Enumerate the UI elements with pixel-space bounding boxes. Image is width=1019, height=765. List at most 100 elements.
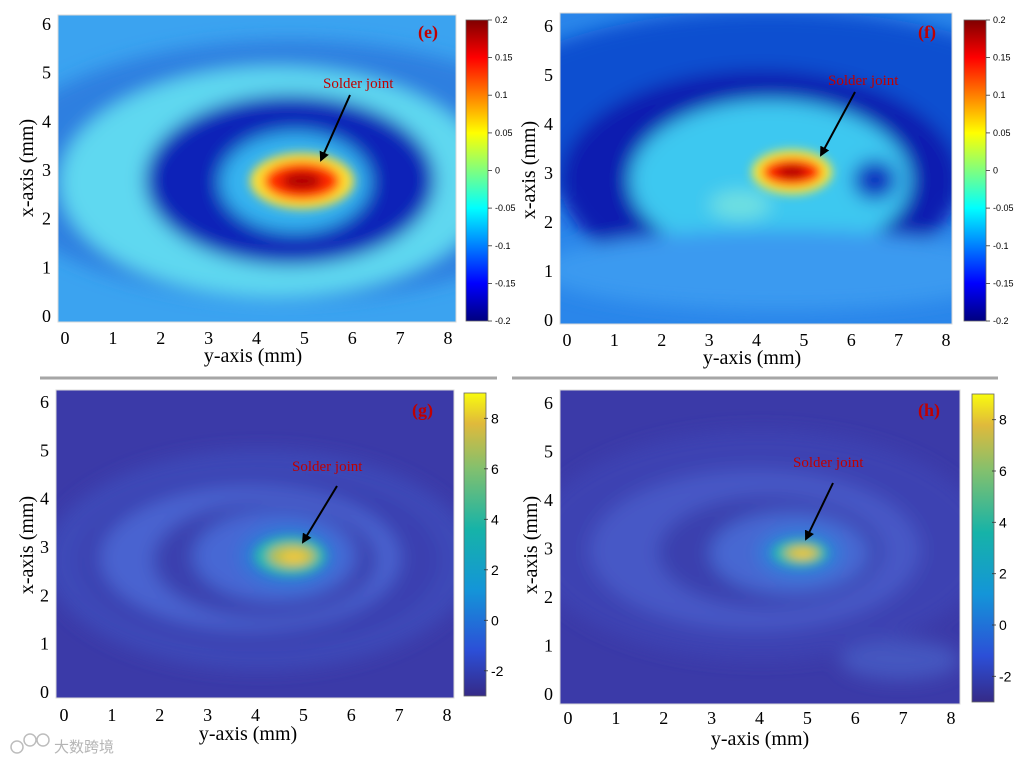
panel-e-ytick: 2	[42, 209, 51, 229]
panel-h-xtick: 2	[659, 708, 668, 728]
panel-h-xtick: 6	[851, 708, 860, 728]
panel-h-arrow	[804, 482, 834, 541]
panel-f-colorbar-tick: -0.2	[993, 316, 1009, 326]
panel-h-colorbar-tick: -2	[999, 668, 1012, 684]
panel-e-ytick: 3	[42, 160, 51, 180]
panel-f-xtick: 3	[705, 330, 714, 350]
panel-h-xtick: 0	[564, 708, 573, 728]
panel-f-ytick: 0	[544, 310, 553, 330]
panel-h-ytick: 2	[544, 587, 553, 607]
panel-f-ytick: 1	[544, 261, 553, 281]
panel-g-ytick: 0	[40, 682, 49, 702]
panel-f-colorbar-tick: -0.1	[993, 241, 1009, 251]
panel-e-xtick: 1	[108, 328, 117, 348]
panel-g-label: (g)	[412, 400, 433, 421]
panel-e-xtick: 0	[61, 328, 70, 348]
panel-f-colorbar-tick: -0.05	[993, 203, 1014, 213]
panel-g-xlabel: y-axis (mm)	[199, 723, 297, 745]
panel-g-xtick: 6	[347, 705, 356, 725]
panel-f-xtick: 0	[563, 330, 572, 350]
panel-h-colorbar: 8 6 4 2 0 -2	[971, 393, 1012, 703]
panel-e-ytick: 1	[42, 257, 51, 277]
watermark-text: 大数跨境	[54, 738, 114, 756]
panel-h-heatmap	[560, 390, 960, 704]
panel-e-xtick: 5	[300, 328, 309, 348]
panel-e-arrow	[319, 94, 351, 162]
panel-e-colorbar-tick: 0.2	[495, 15, 508, 25]
panel-g-ylabel: x-axis (mm)	[16, 496, 38, 594]
panel-e-xtick: 8	[444, 328, 453, 348]
panel-f-ytick: 5	[544, 65, 553, 85]
panel-f-ytick: 3	[544, 163, 553, 183]
panel-e-xlabel: y-axis (mm)	[204, 345, 302, 367]
panel-e-ytick: 6	[42, 14, 51, 34]
panel-f-xtick: 6	[847, 330, 856, 350]
panel-h-ytick: 3	[544, 539, 553, 559]
panel-g-ytick: 6	[40, 392, 49, 412]
panel-e-ytick: 4	[42, 111, 51, 131]
panel-f-yticks: 0 1 2 3 4 5 6	[544, 16, 553, 330]
panel-e-colorbar-tick: 0.05	[495, 128, 513, 138]
panel-e: 0 1 2 3 4 5 6 0 1 2 3 4 5 6 7 8 y-axis (mm) x-axis (mm…	[16, 14, 516, 367]
panel-h-colorbar-tick: 8	[999, 412, 1007, 428]
panel-g-xtick: 4	[251, 705, 260, 725]
panel-g-arrow	[301, 485, 338, 544]
panel-g: 0 1 2 3 4 5 6 0 1 2 3 4 5 6 7 8 y-axis (mm) x-axis (mm…	[16, 389, 504, 745]
panel-h-annotation: Solder joint	[793, 455, 864, 471]
panel-g-colorbar-tick: 8	[491, 410, 499, 426]
panel-e-xtick: 4	[252, 328, 261, 348]
panel-e-ytick: 0	[42, 306, 51, 326]
panel-e-colorbar: 0.2 0.15 0.1 0.05 0 -0.05 -0.1 -0.15 -0.2	[465, 15, 516, 326]
panel-g-colorbar-tick: -2	[491, 663, 504, 679]
panel-h-xtick: 8	[947, 708, 956, 728]
panel-f-xtick: 4	[752, 330, 761, 350]
panel-h-xtick: 4	[755, 708, 764, 728]
panel-e-colorbar-tick: 0.1	[495, 90, 508, 100]
panel-e-label: (e)	[418, 22, 438, 43]
panel-f-xtick: 2	[657, 330, 666, 350]
panel-h-xtick: 5	[803, 708, 812, 728]
panel-g-ytick: 4	[40, 489, 49, 509]
panel-e-ylabel: x-axis (mm)	[16, 119, 38, 217]
panel-h-xlabel: y-axis (mm)	[711, 728, 809, 750]
panel-h-xtick: 1	[611, 708, 620, 728]
panel-f-heatmap	[560, 13, 952, 324]
panel-f-colorbar-tick: 0	[993, 166, 998, 176]
panel-f-colorbar-tick: 0.1	[993, 90, 1006, 100]
panel-e-heatmap	[58, 15, 456, 322]
panel-e-colorbar-tick: 0.15	[495, 53, 513, 63]
panel-g-ytick: 1	[40, 634, 49, 654]
panel-e-colorbar-tick: -0.1	[495, 241, 511, 251]
watermark: 大数跨境	[10, 733, 114, 756]
panel-f: 0 1 2 3 4 5 6 0 1 2 3 4 5 6 7 8 y-axis (mm) x-axis (mm…	[518, 12, 1014, 369]
panel-e-annotation: Solder joint	[323, 76, 394, 92]
panel-g-colorbar-tick: 4	[491, 511, 499, 527]
panel-f-xtick: 1	[610, 330, 619, 350]
panel-f-colorbar: 0.2 0.15 0.1 0.05 0 -0.05 -0.1 -0.15 -0.2	[963, 15, 1014, 326]
panel-g-colorbar-tick: 0	[491, 612, 499, 628]
panel-f-xticks: 0 1 2 3 4 5 6 7 8	[563, 330, 951, 350]
panel-f-xtick: 5	[799, 330, 808, 350]
panel-e-xticks: 0 1 2 3 4 5 6 7 8	[61, 328, 453, 348]
panel-f-xtick: 7	[894, 330, 903, 350]
panel-f-ytick: 2	[544, 212, 553, 232]
panel-h-ylabel: x-axis (mm)	[520, 496, 542, 594]
panel-h-xtick: 7	[899, 708, 908, 728]
panel-f-colorbar-tick: 0.05	[993, 128, 1011, 138]
panel-g-xtick: 0	[60, 705, 69, 725]
panel-h-yticks: 0 1 2 3 4 5 6	[544, 393, 553, 704]
panel-e-colorbar-tick: -0.05	[495, 203, 516, 213]
panel-e-yticks: 0 1 2 3 4 5 6	[42, 14, 51, 326]
panel-h: 0 1 2 3 4 5 6 0 1 2 3 4 5 6 7 8 y-axis (mm) x-axis (mm…	[520, 389, 1012, 750]
panel-g-heatmap	[56, 390, 454, 698]
panel-g-xtick: 5	[299, 705, 308, 725]
panel-f-label: (f)	[918, 22, 936, 43]
panel-h-xticks: 0 1 2 3 4 5 6 7 8	[564, 708, 956, 728]
panel-g-colorbar-tick: 6	[491, 461, 499, 477]
panel-g-colorbar: 8 6 4 2 0 -2	[463, 392, 504, 697]
panel-e-colorbar-tick: -0.15	[495, 278, 516, 288]
panel-h-ytick: 1	[544, 636, 553, 656]
panel-f-annotation: Solder joint	[828, 73, 899, 89]
panel-e-colorbar-tick: 0	[495, 166, 500, 176]
